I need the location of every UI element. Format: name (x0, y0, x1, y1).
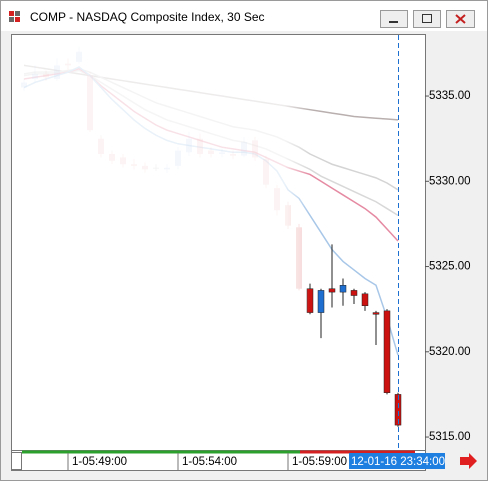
window-title: COMP - NASDAQ Composite Index, 30 Sec (30, 10, 265, 24)
crosshair-time-label: 12-01-16 23:34:00 (351, 456, 445, 468)
minimize-button[interactable] (380, 10, 408, 28)
y-tick-label: 5315.00 (429, 431, 471, 443)
y-tick-label: 5335.00 (429, 90, 471, 102)
y-tick-label: 5330.00 (429, 175, 471, 187)
y-tick-label: 5325.00 (429, 261, 471, 273)
y-tick-label: 5320.00 (429, 346, 471, 358)
fade-mask (12, 35, 425, 450)
maximize-button[interactable] (413, 10, 441, 28)
scroll-handle[interactable] (11, 452, 22, 470)
scroll-right-arrow[interactable] (460, 453, 477, 469)
close-button[interactable] (446, 10, 475, 28)
x-tick-label: 1-05:59:00 (292, 456, 347, 468)
x-tick-label: 1-05:49:00 (72, 456, 127, 468)
x-tick-label: 1-05:54:00 (182, 456, 237, 468)
app-icon (9, 11, 20, 22)
crosshair-time-box (349, 453, 445, 469)
